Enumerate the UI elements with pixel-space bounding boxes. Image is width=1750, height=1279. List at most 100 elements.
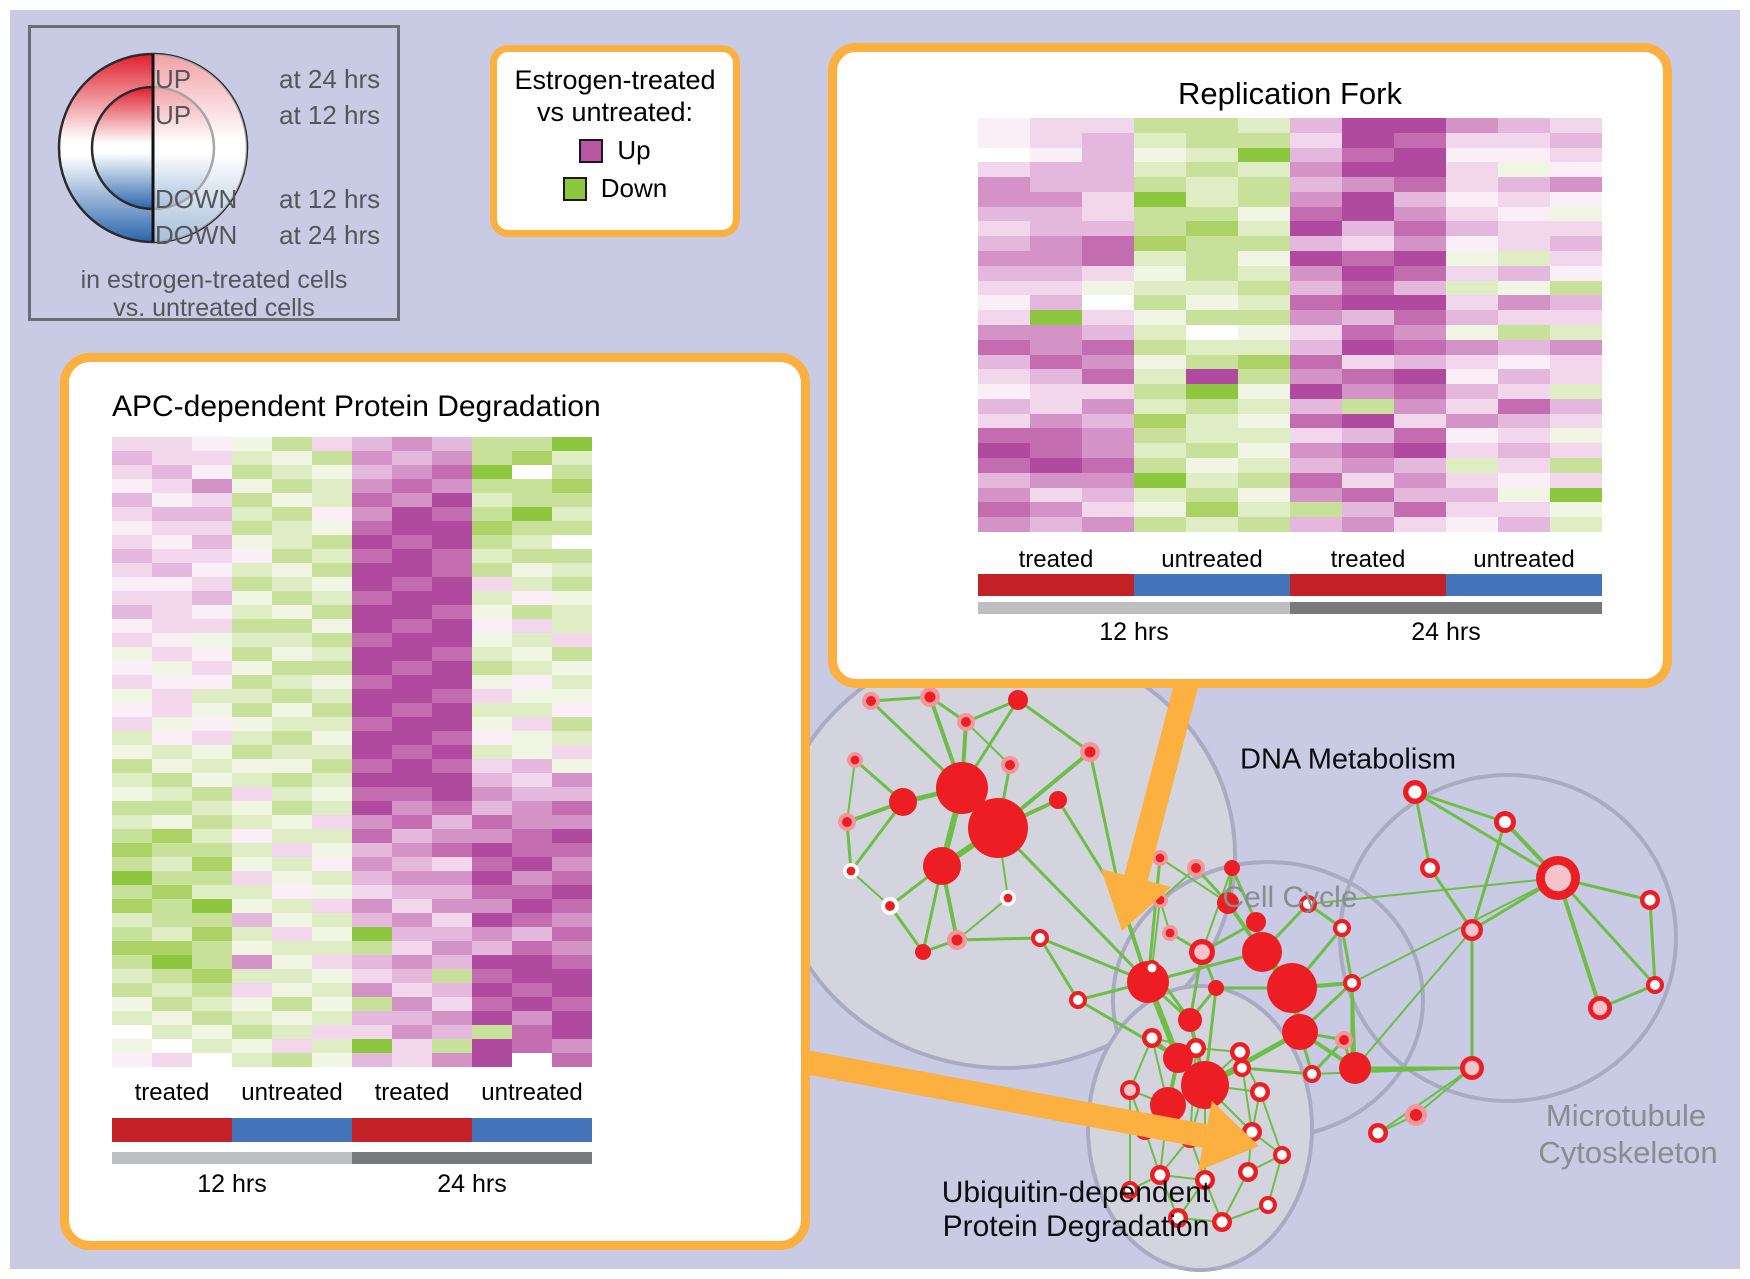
heatmap-cell — [352, 591, 392, 605]
replication-fork-panel: Replication Fork treated untreated treated… — [828, 43, 1672, 688]
heatmap-cell — [1498, 236, 1550, 252]
cluster-label: Cytoskeleton — [1538, 1135, 1718, 1170]
network-edge — [1340, 927, 1354, 984]
heatmap-cell — [192, 479, 232, 493]
cluster-label: Cell Cycle — [1222, 881, 1358, 914]
heatmap-cell — [352, 997, 392, 1011]
heatmap-cell — [352, 829, 392, 843]
heatmap-cell — [272, 1039, 312, 1053]
cluster-label: DNA Metabolism — [1240, 743, 1456, 776]
heatmap-cell — [1498, 132, 1550, 148]
heatmap-cell — [472, 605, 512, 619]
heatmap-cell — [1238, 413, 1290, 429]
heatmap-cell — [112, 1039, 152, 1053]
heatmap-cell — [152, 899, 192, 913]
heatmap-cell — [312, 605, 352, 619]
heatmap-cell — [272, 745, 312, 759]
heatmap-cell — [1342, 310, 1394, 325]
heatmap-cell — [1394, 369, 1446, 385]
heatmap-cell — [272, 759, 312, 773]
heatmap-cell — [1238, 310, 1290, 325]
heatmap-cell — [512, 871, 552, 885]
heatmap-cell — [1290, 236, 1342, 252]
heatmap-cell — [352, 689, 392, 703]
heatmap-cell — [1082, 310, 1134, 325]
heatmap-cell — [232, 871, 272, 885]
heatmap-cell — [978, 354, 1030, 370]
heatmap-cell — [1186, 251, 1238, 266]
heatmap-cell — [232, 689, 272, 703]
network-node-core — [1237, 1063, 1247, 1073]
heatmap-cell — [392, 689, 432, 703]
heatmap-cell — [432, 605, 472, 619]
heatmap-cell — [512, 843, 552, 857]
heatmap-cell — [392, 577, 432, 591]
heatmap-cell — [312, 465, 352, 479]
heatmap-cell — [112, 857, 152, 871]
heatmap-cell — [152, 871, 192, 885]
heatmap-cell — [512, 997, 552, 1011]
heatmap-cell — [1342, 502, 1394, 518]
heatmap-cell — [1394, 443, 1446, 459]
heatmap-cell — [1186, 458, 1238, 473]
heatmap-cell — [1134, 472, 1186, 488]
heatmap-cell — [432, 857, 472, 871]
heatmap-cell — [1134, 177, 1186, 192]
heatmap-cell — [1134, 132, 1186, 148]
heatmap-cell — [1498, 147, 1550, 163]
heatmap-cell — [192, 941, 232, 955]
network-node — [1178, 1008, 1202, 1032]
network-edge — [1428, 867, 1474, 931]
heatmap-cell — [152, 815, 192, 829]
heatmap-cell — [1082, 339, 1134, 355]
heatmap-cell — [1342, 413, 1394, 429]
heatmap-cell — [432, 843, 472, 857]
heatmap-cell — [472, 955, 512, 969]
network-node-core — [1003, 893, 1013, 903]
heatmap-cell — [1550, 517, 1602, 532]
heatmap-cell — [512, 717, 552, 731]
group-label: treated — [134, 1079, 210, 1106]
heatmap-cell — [152, 801, 192, 815]
heatmap-cell — [1550, 339, 1602, 355]
heatmap-cell — [978, 310, 1030, 325]
heatmap-cell — [472, 1025, 512, 1039]
heatmap-cell — [552, 871, 592, 885]
estrogen-legend-title-line2: vs untreated: — [536, 97, 694, 127]
heatmap-cell — [1290, 251, 1342, 266]
heatmap-cell — [432, 745, 472, 759]
heatmap-cell — [552, 591, 592, 605]
heatmap-cell — [112, 927, 152, 941]
heatmap-cell — [232, 885, 272, 899]
heatmap-cell — [552, 1039, 592, 1053]
heatmap-cell — [352, 787, 392, 801]
heatmap-cell — [352, 983, 392, 997]
heatmap-cell — [1082, 251, 1134, 266]
heatmap-cell — [1446, 369, 1498, 385]
heatmap-cell — [272, 731, 312, 745]
heatmap-cell — [232, 619, 272, 633]
heatmap-cell — [112, 507, 152, 521]
heatmap-cell — [312, 1053, 352, 1067]
heatmap-cell — [472, 913, 512, 927]
heatmap-cell — [432, 563, 472, 577]
heatmap-cell — [152, 969, 192, 983]
heatmap-cell — [192, 661, 232, 675]
heatmap-cell — [1446, 502, 1498, 518]
heatmap-cell — [112, 647, 152, 661]
heatmap-cell — [1498, 487, 1550, 503]
heatmap-cell — [1186, 324, 1238, 340]
treatment-group-labels: treated untreated treated untreated — [978, 546, 1602, 574]
heatmap-cell — [272, 801, 312, 815]
heatmap-cell — [392, 969, 432, 983]
heatmap-cell — [272, 703, 312, 717]
heatmap-cell — [978, 339, 1030, 355]
heatmap-cell — [512, 605, 552, 619]
network-edge — [1351, 877, 1559, 984]
heatmap-cell — [552, 997, 592, 1011]
heatmap-cell — [232, 493, 272, 507]
heatmap-cell — [1238, 458, 1290, 473]
network-node-core — [1084, 746, 1096, 758]
heatmap-cell — [352, 521, 392, 535]
heatmap-cell — [432, 969, 472, 983]
